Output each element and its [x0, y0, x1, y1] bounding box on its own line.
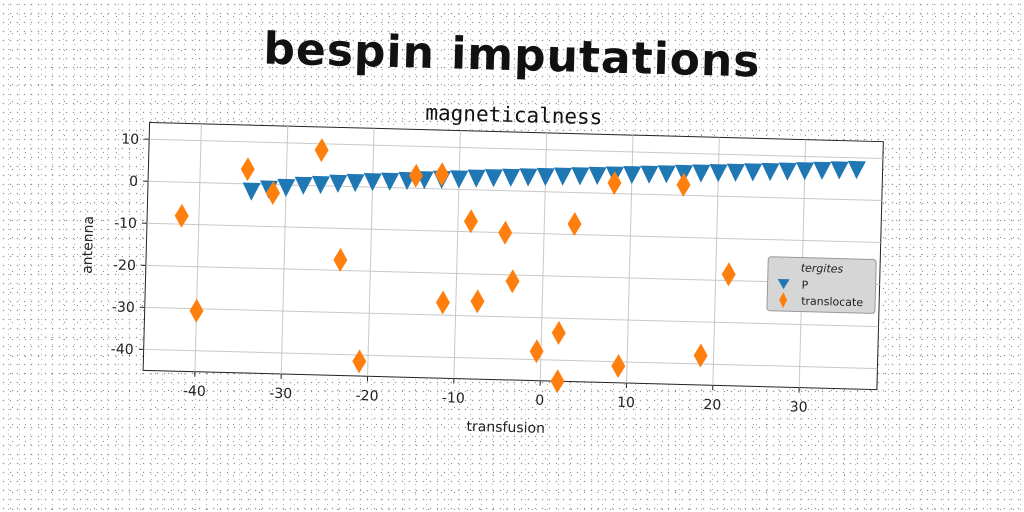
legend-title: tergites: [801, 262, 844, 276]
p-point: [519, 168, 538, 187]
translocate-point: [550, 369, 565, 394]
legend-marker-translocate: [779, 292, 788, 309]
p-point: [346, 173, 365, 193]
x-tick-label: 20: [703, 397, 721, 413]
translocate-point: [174, 203, 189, 228]
chart-subtitle: magneticalness: [425, 101, 603, 130]
p-point: [588, 166, 607, 185]
translocate-point: [505, 269, 520, 294]
x-tick-label: 10: [617, 395, 635, 411]
translocate-point: [434, 162, 449, 187]
p-point: [796, 162, 815, 181]
grid-line-y: [144, 306, 879, 328]
p-point: [329, 174, 348, 193]
translocate-point: [611, 354, 626, 379]
legend-label-p: P: [801, 279, 808, 292]
translocate-point: [266, 180, 281, 205]
grid-line-y: [143, 348, 878, 370]
grid-line-x: [367, 128, 375, 377]
p-point: [830, 161, 849, 180]
grid-line-y: [146, 222, 881, 244]
p-point: [726, 163, 745, 182]
p-point: [294, 176, 313, 195]
p-point: [813, 161, 832, 180]
p-point: [709, 164, 728, 183]
grid-line-x: [194, 123, 202, 372]
chart-plot: magneticalness -40 -30 -20 -10 0 10 20 30 10 0 -1…: [80, 101, 884, 437]
translocate-point: [240, 157, 255, 182]
p-point: [761, 162, 780, 182]
x-tick-label: 0: [535, 393, 544, 409]
x-tick-label: 30: [790, 399, 808, 415]
translocate-point: [551, 320, 566, 345]
translocate-point: [567, 212, 582, 236]
legend-box: [766, 256, 877, 314]
x-tick-label: -30: [269, 386, 292, 403]
grid-line-y: [149, 138, 883, 159]
legend: tergites P translocate: [766, 256, 877, 314]
y-tick-label: -30: [112, 299, 135, 316]
translocate-point: [676, 172, 691, 197]
translocate-point: [470, 289, 485, 314]
p-point: [467, 169, 486, 188]
translocate-point: [498, 220, 513, 245]
plot-frame: [142, 121, 884, 391]
p-point: [623, 165, 642, 185]
translocate-point: [189, 298, 204, 323]
p-point: [847, 160, 866, 180]
translocate-point: [333, 247, 348, 272]
x-ticks: -40 -30 -20 -10 0 10 20 30: [183, 371, 808, 416]
translocate-point: [435, 290, 450, 315]
p-point: [450, 170, 469, 189]
p-point: [692, 164, 711, 183]
data-marks: [174, 138, 866, 394]
x-axis-label: transfusion: [466, 419, 545, 437]
p-point: [657, 165, 676, 184]
p-point: [571, 167, 590, 186]
p-point: [640, 165, 659, 184]
y-ticks: 10 0 -10 -20 -30 -40: [111, 132, 150, 359]
y-tick-label: 0: [129, 174, 138, 190]
p-point: [778, 162, 797, 181]
p-point: [277, 178, 296, 198]
p-point: [744, 163, 763, 182]
p-point: [502, 168, 521, 187]
p-point: [311, 175, 330, 195]
p-point: [381, 172, 400, 191]
p-point: [242, 182, 261, 201]
y-tick-label: 10: [121, 132, 139, 148]
p-point: [484, 169, 503, 188]
p-point: [554, 167, 573, 186]
grid-line-x: [280, 126, 289, 375]
y-axis-label: antenna: [80, 216, 98, 274]
translocate-point: [721, 262, 736, 287]
translocate-point: [352, 349, 367, 374]
translocate-point: [529, 339, 544, 364]
y-tick-label: -20: [113, 257, 136, 274]
legend-label-translocate: translocate: [801, 295, 863, 310]
x-tick-label: -10: [442, 390, 465, 407]
y-tick-label: -10: [114, 215, 137, 232]
translocate-point: [409, 163, 423, 188]
y-tick-label: -40: [111, 342, 134, 359]
x-tick-label: -40: [183, 383, 206, 400]
translocate-point: [693, 343, 708, 368]
translocate-point: [607, 170, 622, 195]
x-tick-label: -20: [355, 388, 378, 405]
p-point: [536, 167, 555, 187]
translocate-point: [463, 209, 478, 234]
legend-marker-p: [777, 278, 790, 290]
p-point: [363, 173, 382, 192]
translocate-point: [314, 138, 329, 163]
